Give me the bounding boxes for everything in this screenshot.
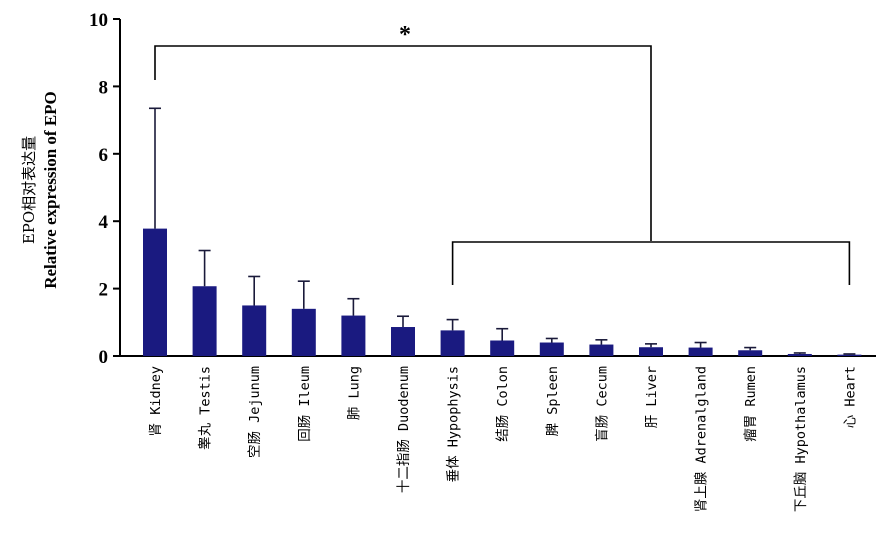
x-tick-label: 结肠 Colon (495, 366, 511, 442)
x-tick-label: 睾丸 Testis (198, 366, 214, 450)
x-tick-label: 空肠 Jejunum (247, 366, 263, 458)
bar (490, 340, 515, 356)
significance-star: * (399, 22, 411, 48)
y-axis-label-cn: EPO相对表达量 (20, 136, 38, 244)
y-tick-label: 2 (99, 280, 109, 301)
bar (391, 327, 415, 356)
bar (589, 344, 614, 356)
bars (143, 228, 862, 356)
x-tick-label: 十二指肠 Duodenum (396, 366, 412, 493)
y-tick-label: 10 (89, 10, 108, 31)
x-tick-labels: 肾 Kidney 睾丸 Testis 空肠 Jejunum 回肠 Ileum 肺 Lun… (148, 366, 858, 512)
x-tick-label: 肾上腺 Adrenalgland (694, 366, 710, 512)
x-tick-label: 垂体 Hypophysis (446, 366, 462, 482)
bar (639, 347, 663, 356)
bar (539, 342, 564, 356)
x-tick-label: 肝 Liver (644, 366, 660, 428)
bar (787, 353, 812, 356)
bar (440, 330, 465, 356)
y-axis-label-en: Relative expression of EPO (41, 91, 60, 289)
x-tick-label: 下丘脑 Hypothalamus (793, 366, 809, 512)
bar (291, 308, 316, 356)
significance-annotation: * (154, 22, 851, 285)
y-tick-label: 0 (99, 347, 109, 368)
bar (192, 286, 217, 356)
y-tick-label: 6 (99, 145, 109, 166)
x-tick-label: 脾 Spleen (545, 366, 561, 436)
error-bars (149, 107, 856, 355)
x-tick-label: 心 Heart (842, 366, 858, 428)
y-tick-label: 8 (99, 77, 109, 98)
x-tick-label: 肺 Lung (346, 366, 362, 420)
y-tick-label: 4 (99, 212, 109, 233)
x-tick-label: 瘤胃 Rumen (742, 366, 759, 442)
x-tick-label: 回肠 Ileum (297, 366, 313, 442)
bar (341, 315, 366, 356)
bar (688, 347, 713, 356)
y-axis-title: EPO相对表达量 Relative expression of EPO (20, 91, 60, 289)
x-tick-label: 盲肠 Cecum (593, 366, 610, 442)
bar (242, 305, 267, 356)
significance-bracket-upper (154, 45, 652, 241)
x-tick-label: 肾 Kidney (148, 366, 164, 436)
bar (738, 350, 763, 356)
bar (143, 228, 167, 356)
bar (837, 354, 862, 356)
significance-bracket-lower (451, 241, 851, 285)
